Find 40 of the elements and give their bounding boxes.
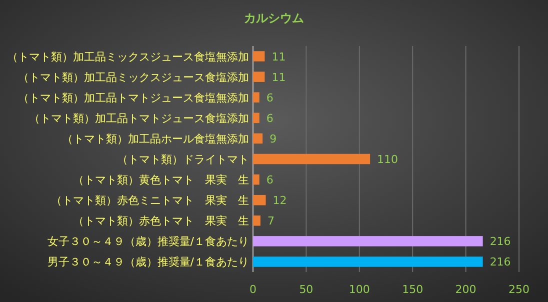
y-tick-label: （トマト類）ドライトマト: [117, 153, 249, 166]
data-label: 216: [490, 235, 511, 248]
data-label: 6: [266, 112, 274, 125]
data-label: 6: [266, 91, 274, 104]
y-tick-label: （トマト類）加工品トマトジュース食塩添加: [29, 112, 249, 125]
data-label: 11: [272, 50, 286, 64]
bar: [253, 174, 260, 185]
x-tick-label: 50: [299, 283, 314, 296]
bar: [253, 236, 483, 246]
y-tick-label: （トマト類）加工品トマトジュース食塩無添加: [18, 91, 249, 104]
data-label: 110: [377, 153, 398, 166]
bar: [253, 194, 266, 206]
bar: [253, 51, 265, 62]
y-tick-label: 男子３０～４９（歳）推奨量/１食あたり: [47, 256, 249, 269]
bar: [253, 112, 260, 124]
x-tick-label: 100: [348, 283, 370, 296]
data-label: 11: [272, 70, 286, 84]
x-tick-label: 150: [402, 283, 424, 296]
x-tick-label: 250: [508, 283, 530, 296]
y-tick-label: （トマト類）加工品ミックスジュース食塩無添加: [7, 50, 249, 64]
bar: [253, 72, 265, 82]
bar: [253, 133, 263, 144]
y-tick-label: （トマト類）加工品ミックスジュース食塩添加: [18, 70, 249, 84]
y-tick-label: （トマト類）赤色ミニトマト 果実 生: [51, 194, 249, 208]
x-tick-label: 200: [455, 283, 476, 296]
data-label: 216: [490, 256, 511, 269]
y-tick-label: （トマト類）黄色トマト 果実 生: [73, 174, 249, 187]
y-tick-label: （トマト類）加工品ホール食塩無添加: [62, 132, 249, 146]
data-label: 7: [267, 214, 274, 228]
chart-title: カルシウム: [244, 11, 304, 25]
data-label: 9: [270, 132, 277, 146]
bar: [253, 216, 260, 226]
y-tick-label: 女子３０～４９（歳）推奨量/１食あたり: [47, 235, 249, 248]
data-label: 6: [266, 174, 274, 187]
y-tick-label: （トマト類）赤色トマト 果実 生: [73, 214, 249, 228]
data-label: 12: [272, 194, 287, 208]
bar: [253, 256, 483, 267]
x-tick-label: 0: [250, 283, 256, 296]
bar: [253, 154, 370, 164]
bar: [253, 92, 260, 102]
